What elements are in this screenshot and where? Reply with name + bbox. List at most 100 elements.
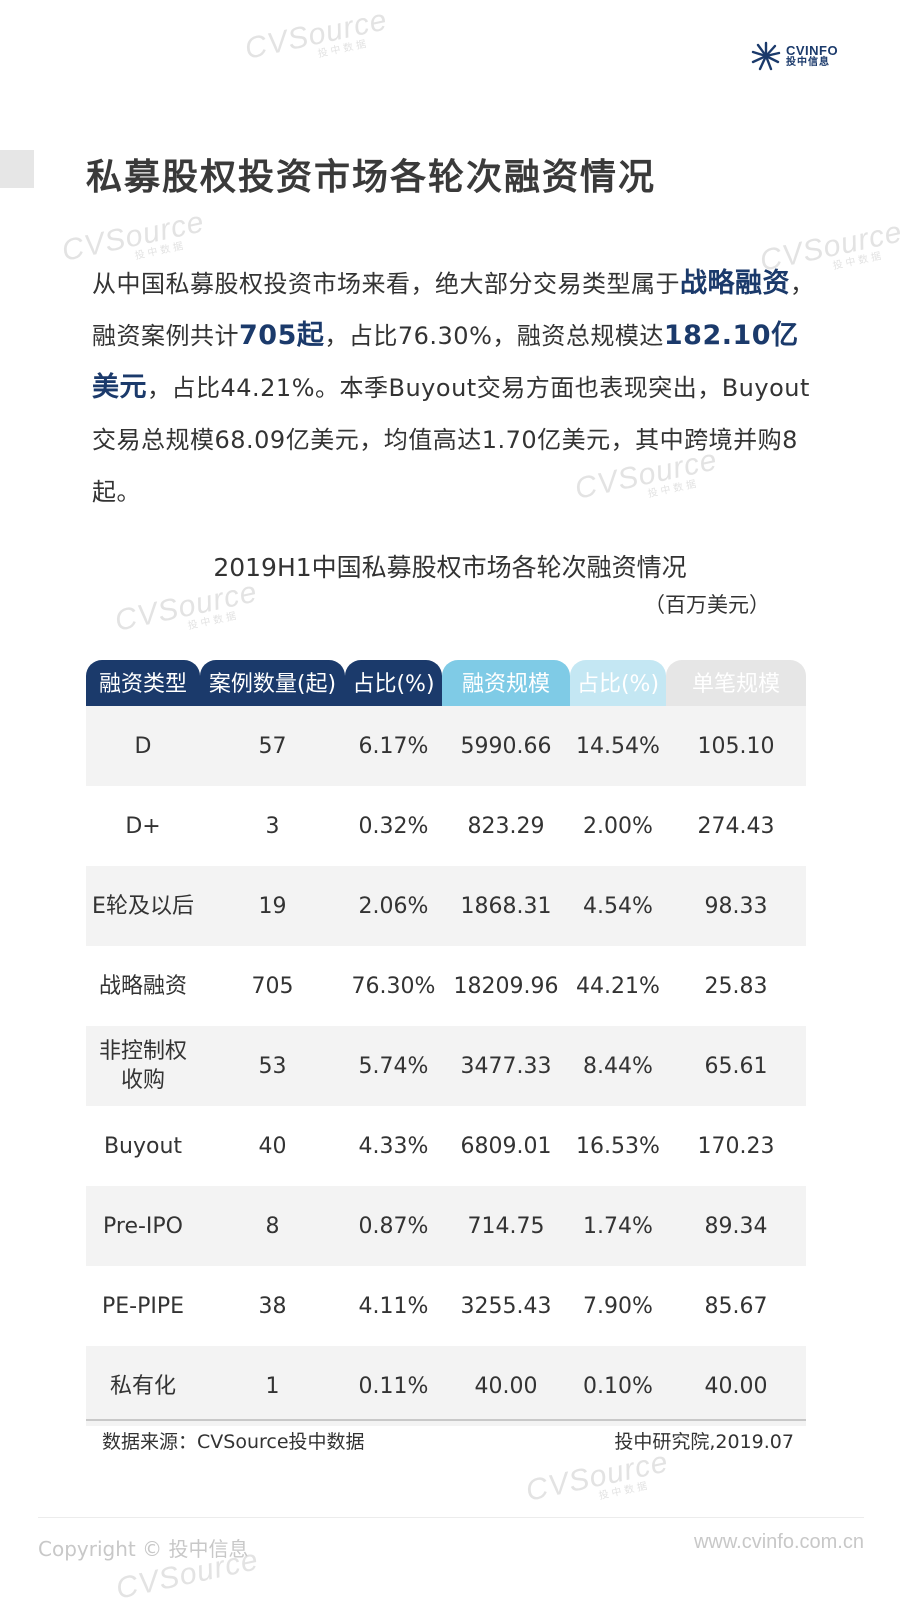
watermark-subtitle: 投中数据 xyxy=(831,250,886,273)
table-cell: 76.30% xyxy=(351,973,436,999)
table-bottom-rule xyxy=(86,1419,806,1421)
table-cell: 非控制权 收购 xyxy=(98,1039,187,1093)
table-cell: 170.23 xyxy=(697,1133,775,1159)
table-cell: 40 xyxy=(258,1133,287,1159)
table-row: 战略融资 705 76.30% 18209.96 44.21% 25.83 xyxy=(86,946,806,1026)
table-cell: 7.90% xyxy=(583,1293,653,1319)
table-cell: PE-PIPE xyxy=(101,1293,185,1319)
intro-text: ，占比76.30%，融资总规模达 xyxy=(324,322,664,350)
table-cell: Pre-IPO xyxy=(103,1213,183,1239)
table-cell: 4.11% xyxy=(358,1293,429,1319)
table-cell: 714.75 xyxy=(467,1213,545,1239)
table-cell: 40.00 xyxy=(474,1373,538,1399)
publisher-date: 投中研究院,2019.07 xyxy=(614,1431,794,1453)
table-cell: 16.53% xyxy=(576,1133,660,1159)
table-cell: D xyxy=(134,733,152,759)
table-cell: 25.83 xyxy=(704,973,768,999)
data-source: 数据来源：CVSource投中数据 xyxy=(102,1431,365,1453)
table-cell: 4.33% xyxy=(358,1133,429,1159)
table-cell: E轮及以后 xyxy=(92,893,194,919)
table-cell: 38 xyxy=(258,1293,287,1319)
watermark: CVSource 投中数据 xyxy=(242,3,392,74)
watermark-subtitle: 投中数据 xyxy=(186,610,241,633)
table-row: 非控制权 收购 53 5.74% 3477.33 8.44% 65.61 xyxy=(86,1026,806,1106)
table-cell: 战略融资 xyxy=(98,973,187,999)
table-row: 私有化 1 0.11% 40.00 0.10% 40.00 xyxy=(86,1346,806,1426)
table-cell: 53 xyxy=(258,1053,287,1079)
table-cell: 44.21% xyxy=(576,973,660,999)
header-cell: 融资类型 xyxy=(86,660,200,706)
intro-highlight: 705起 xyxy=(239,320,325,351)
watermark: CVSource 投中数据 xyxy=(523,1445,673,1516)
table-cell: 0.32% xyxy=(358,813,429,839)
table-row: PE-PIPE 38 4.11% 3255.43 7.90% 85.67 xyxy=(86,1266,806,1346)
watermark-brand: CVSource xyxy=(242,3,391,66)
header-cell: 占比(%) xyxy=(345,660,442,706)
table-row: E轮及以后 19 2.06% 1868.31 4.54% 98.33 xyxy=(86,866,806,946)
intro-highlight: 战略融资 xyxy=(680,268,790,299)
intro-paragraph: 从中国私募股权投资市场来看，绝大部分交易类型属于战略融资，融资案例共计705起，… xyxy=(92,258,822,518)
financing-table: 融资类型 案例数量(起) 占比(%) 融资规模 占比(%) 单笔规模 D 57 … xyxy=(86,660,806,1426)
table-cell: 57 xyxy=(258,733,287,759)
watermark: CVSource 投中数据 xyxy=(112,575,262,646)
table-cell: 823.29 xyxy=(467,813,545,839)
table-row: D 57 6.17% 5990.66 14.54% 105.10 xyxy=(86,706,806,786)
table-cell: 85.67 xyxy=(704,1293,768,1319)
header-cell: 融资规模 xyxy=(442,660,570,706)
table-cell: D+ xyxy=(125,813,161,839)
table-cell: 274.43 xyxy=(697,813,775,839)
cvinfo-logo: CVINFO 投中信息 xyxy=(750,40,838,72)
header-cell: 单笔规模 xyxy=(666,660,806,706)
table-row: D+ 3 0.32% 823.29 2.00% 274.43 xyxy=(86,786,806,866)
website-link[interactable]: www.cvinfo.com.cn xyxy=(693,1531,864,1553)
table-cell: 0.11% xyxy=(358,1373,429,1399)
intro-text: ，占比44.21%。本季Buyout交易方面也表现突出，Buyout交易总规模6… xyxy=(92,374,810,506)
table-cell: 3255.43 xyxy=(460,1293,552,1319)
table-cell: 14.54% xyxy=(576,733,660,759)
table-cell: 0.10% xyxy=(583,1373,653,1399)
table-row: Pre-IPO 8 0.87% 714.75 1.74% 89.34 xyxy=(86,1186,806,1266)
table-cell: 6.17% xyxy=(358,733,429,759)
table-cell: 89.34 xyxy=(704,1213,768,1239)
table-cell: 8.44% xyxy=(583,1053,653,1079)
table-cell: Buyout xyxy=(103,1133,183,1159)
table-header: 融资类型 案例数量(起) 占比(%) 融资规模 占比(%) 单笔规模 xyxy=(86,660,806,706)
table-cell: 105.10 xyxy=(697,733,775,759)
table-unit: （百万美元） xyxy=(644,593,770,617)
page-title: 私募股权投资市场各轮次融资情况 xyxy=(86,157,657,198)
table-cell: 8 xyxy=(265,1213,280,1239)
intro-text: 从中国私募股权投资市场来看，绝大部分交易类型属于 xyxy=(92,270,680,298)
footer-divider xyxy=(38,1517,864,1518)
table-cell: 1.74% xyxy=(583,1213,653,1239)
burst-icon xyxy=(751,41,781,71)
intro-text: ，融资案例共计 xyxy=(92,270,815,350)
section-marker xyxy=(0,150,34,188)
table-cell: 4.54% xyxy=(583,893,653,919)
header-cell: 案例数量(起) xyxy=(200,660,345,706)
copyright: Copyright © 投中信息 xyxy=(38,1537,249,1561)
table-cell: 19 xyxy=(258,893,287,919)
table-cell: 私有化 xyxy=(109,1373,176,1399)
logo-wordmark: CVINFO xyxy=(786,42,839,58)
watermark-brand: CVSource xyxy=(112,575,261,638)
table-cell: 3477.33 xyxy=(460,1053,552,1079)
watermark-brand: CVSource xyxy=(523,1445,672,1508)
table-cell: 1868.31 xyxy=(460,893,552,919)
table-cell: 5990.66 xyxy=(460,733,552,759)
table-cell: 3 xyxy=(265,813,280,839)
table-cell: 65.61 xyxy=(704,1053,768,1079)
table-cell: 18209.96 xyxy=(453,973,559,999)
watermark-subtitle: 投中数据 xyxy=(316,38,371,61)
table-title: 2019H1中国私募股权市场各轮次融资情况 xyxy=(213,553,687,582)
watermark-subtitle: 投中数据 xyxy=(597,1480,652,1503)
table-cell: 2.06% xyxy=(358,893,429,919)
table-cell: 40.00 xyxy=(704,1373,768,1399)
table-row: Buyout 40 4.33% 6809.01 16.53% 170.23 xyxy=(86,1106,806,1186)
table-cell: 0.87% xyxy=(358,1213,429,1239)
header-cell: 占比(%) xyxy=(570,660,666,706)
table-cell: 5.74% xyxy=(358,1053,429,1079)
table-cell: 705 xyxy=(251,973,294,999)
intro-highlight: 182.10亿美元 xyxy=(92,320,799,403)
logo-subtitle: 投中信息 xyxy=(786,56,830,68)
table-cell: 1 xyxy=(265,1373,280,1399)
